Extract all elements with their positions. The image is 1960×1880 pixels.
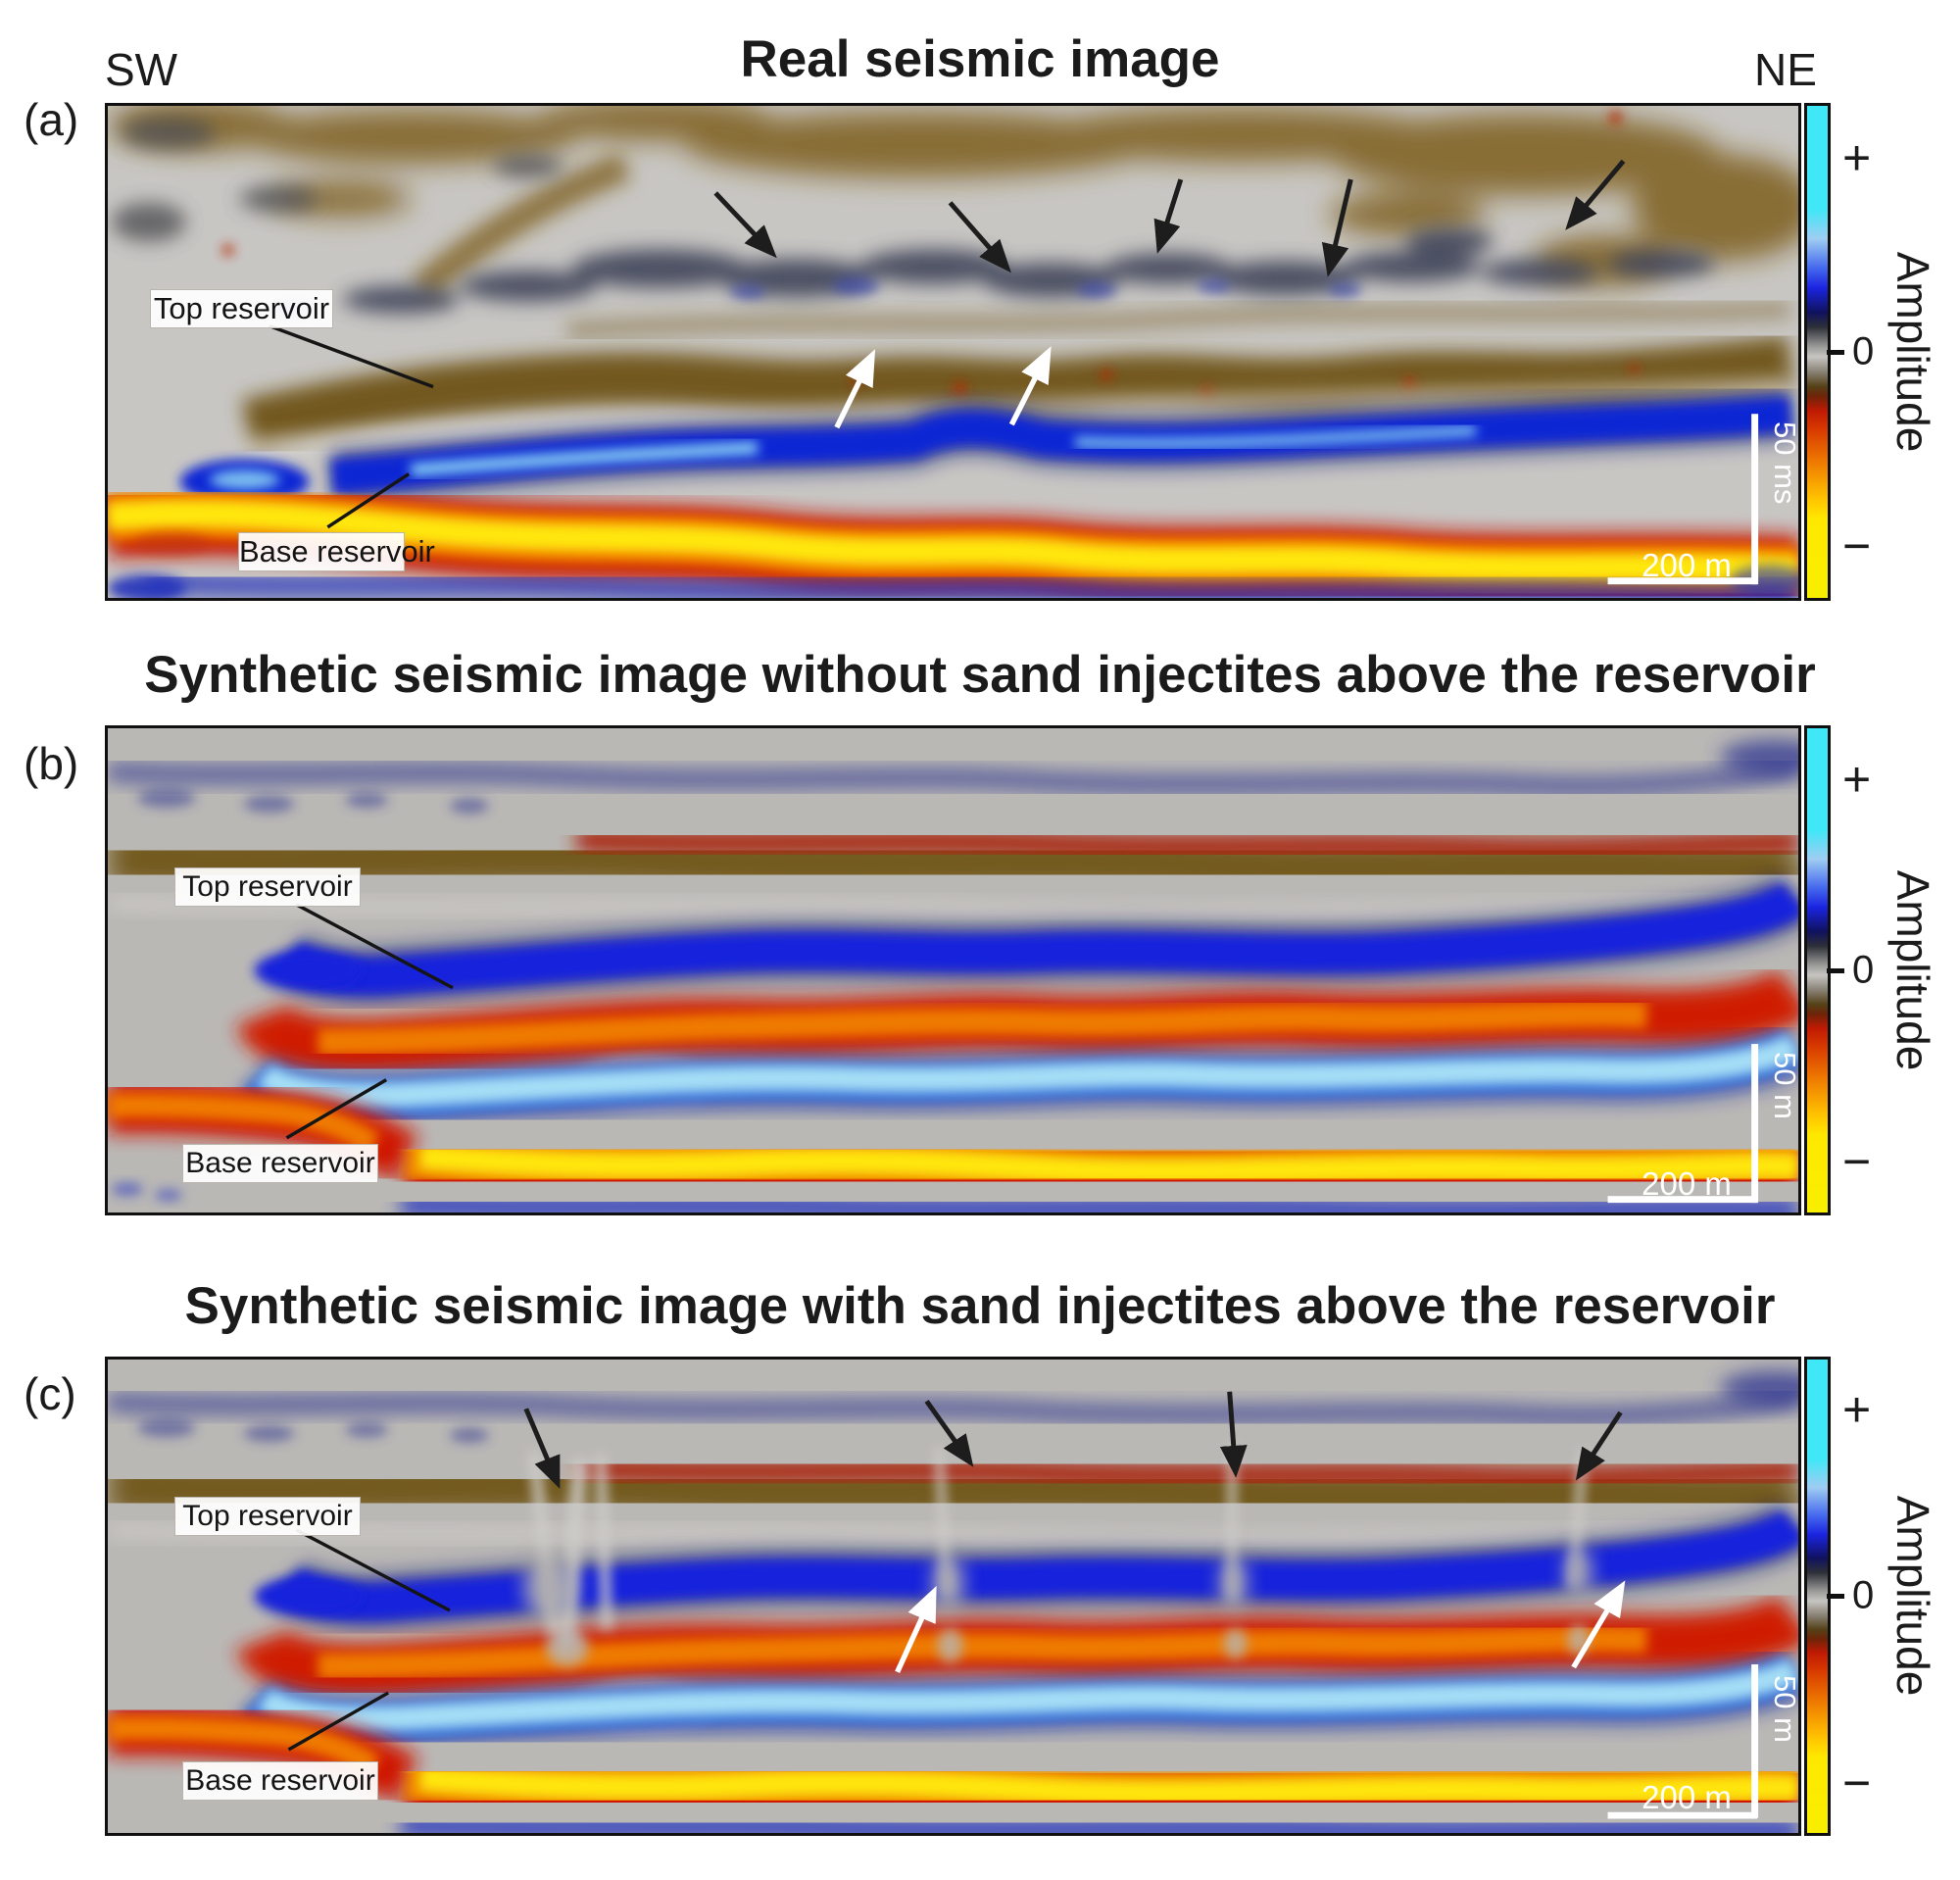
leader-lines: [285, 903, 454, 1140]
base-reservoir-label: Base reservoir: [182, 1144, 378, 1183]
base-reservoir-label: Base reservoir: [182, 1761, 378, 1801]
vertical-scale-label: 50 ms: [1768, 421, 1801, 505]
top-reservoir-label: Top reservoir: [174, 867, 361, 907]
vertical-scale-label: 50 m: [1768, 1675, 1801, 1743]
red-band-gaps: [545, 1624, 1590, 1666]
dark-patches: [111, 117, 564, 242]
blue-band: [274, 881, 1798, 996]
blue-band: [274, 1509, 1798, 1621]
blue-band-gaps: [523, 1547, 1592, 1621]
horizontal-scale-label: 200 m: [1642, 1165, 1732, 1202]
colorbar-zero: 0: [1852, 948, 1875, 992]
colorbar-zero-tick: [1827, 968, 1844, 973]
base-reservoir-label: Base reservoir: [238, 532, 435, 571]
cyan-core: [256, 1034, 1798, 1109]
colorbar-zero-tick: [1827, 350, 1844, 355]
brown-mottle: [108, 106, 1798, 286]
top-reservoir-band: [241, 335, 1794, 452]
scale-bars: [1607, 1044, 1759, 1204]
cyan-core: [256, 1658, 1798, 1731]
scale-bars: [1607, 414, 1759, 585]
heading-sw: SW: [105, 44, 178, 95]
panel-c-title: Synthetic seismic image with sand inject…: [184, 1277, 1776, 1335]
red-core: [576, 826, 1798, 864]
up-arrows: [895, 1580, 1626, 1673]
colorbar-strip: [1807, 728, 1828, 1212]
heading-ne: NE: [1754, 44, 1817, 95]
up-arrows: [834, 346, 1052, 429]
navy-band: [342, 227, 1716, 314]
colorbar-axis-label: Amplitude: [1887, 251, 1938, 453]
colorbar-zero: 0: [1852, 329, 1875, 373]
vertical-scale-label: 50 m: [1768, 1052, 1801, 1119]
horizontal-scale-label: 200 m: [1642, 547, 1732, 583]
red-core: [576, 1456, 1798, 1492]
brown-band: [108, 1453, 1798, 1529]
down-arrows: [523, 1391, 1623, 1489]
panel-a-title: Real seismic image: [740, 30, 1220, 88]
panel-c-corner-label: (c): [24, 1368, 76, 1419]
colorbar-axis-label: Amplitude: [1887, 1495, 1938, 1697]
leader-lines: [268, 323, 434, 529]
seismic-image-a: [108, 106, 1798, 598]
leader-lines: [287, 1528, 451, 1752]
colorbar-minus: −: [1842, 519, 1872, 573]
horizontal-scale-label: 200 m: [1642, 1779, 1732, 1815]
top-reservoir-label: Top reservoir: [150, 289, 333, 328]
scale-bars: [1607, 1664, 1759, 1819]
seismic-section-a: Top reservoir Base reservoir 200 m 50 ms: [105, 103, 1801, 601]
panel-b-corner-label: (b): [24, 738, 79, 789]
brown-band: [108, 823, 1798, 902]
seismic-image-c: [108, 1360, 1798, 1833]
down-arrows: [713, 159, 1626, 277]
panel-a-corner-label: (a): [24, 94, 79, 145]
colorbar-zero-tick: [1827, 1594, 1844, 1599]
panel-b-title: Synthetic seismic image without sand inj…: [144, 646, 1816, 704]
colorbar-plus: +: [1842, 752, 1872, 807]
colorbar-minus: −: [1842, 1756, 1872, 1810]
colorbar-strip: [1807, 106, 1828, 598]
colorbar-minus: −: [1842, 1134, 1872, 1189]
seismic-image-b: [108, 728, 1798, 1212]
seismic-section-c: Top reservoir Base reservoir 200 m 50 m: [105, 1357, 1801, 1836]
colorbar-plus: +: [1842, 130, 1872, 185]
colorbar-strip: [1807, 1360, 1828, 1833]
colorbar-plus: +: [1842, 1382, 1872, 1437]
seismic-section-b: Top reservoir Base reservoir 200 m 50 m: [105, 725, 1801, 1215]
colorbar-axis-label: Amplitude: [1887, 869, 1938, 1071]
colorbar-zero: 0: [1852, 1573, 1875, 1617]
top-reservoir-label: Top reservoir: [174, 1497, 361, 1536]
red-specks: [221, 110, 1640, 396]
